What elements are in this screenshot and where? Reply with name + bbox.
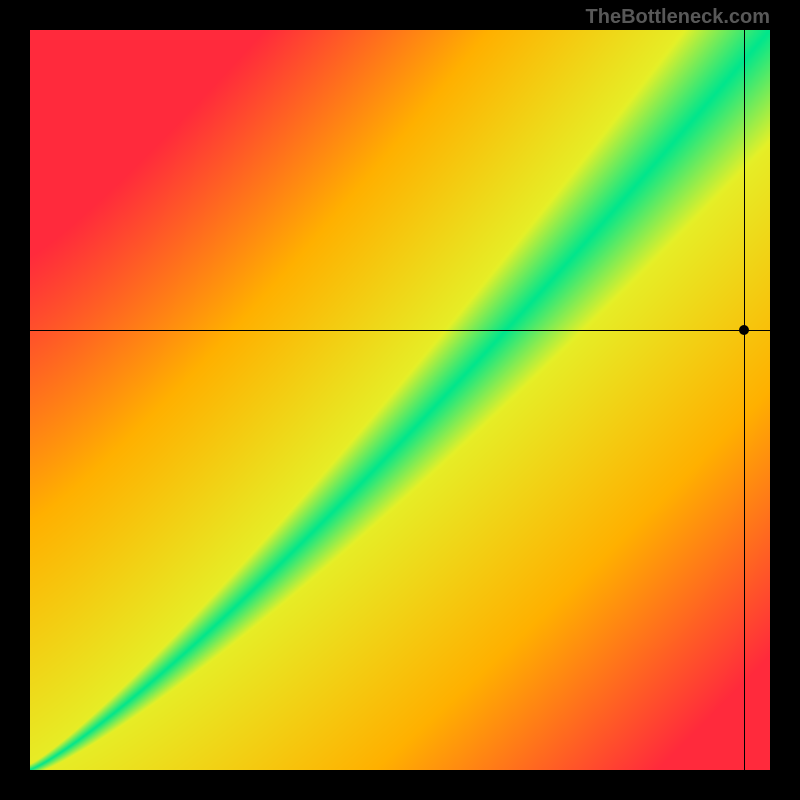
crosshair-marker bbox=[739, 325, 749, 335]
plot-area bbox=[30, 30, 770, 770]
crosshair-vertical bbox=[744, 30, 745, 770]
watermark-text: TheBottleneck.com bbox=[586, 6, 770, 29]
crosshair-horizontal bbox=[30, 330, 770, 331]
heatmap-canvas bbox=[30, 30, 770, 770]
